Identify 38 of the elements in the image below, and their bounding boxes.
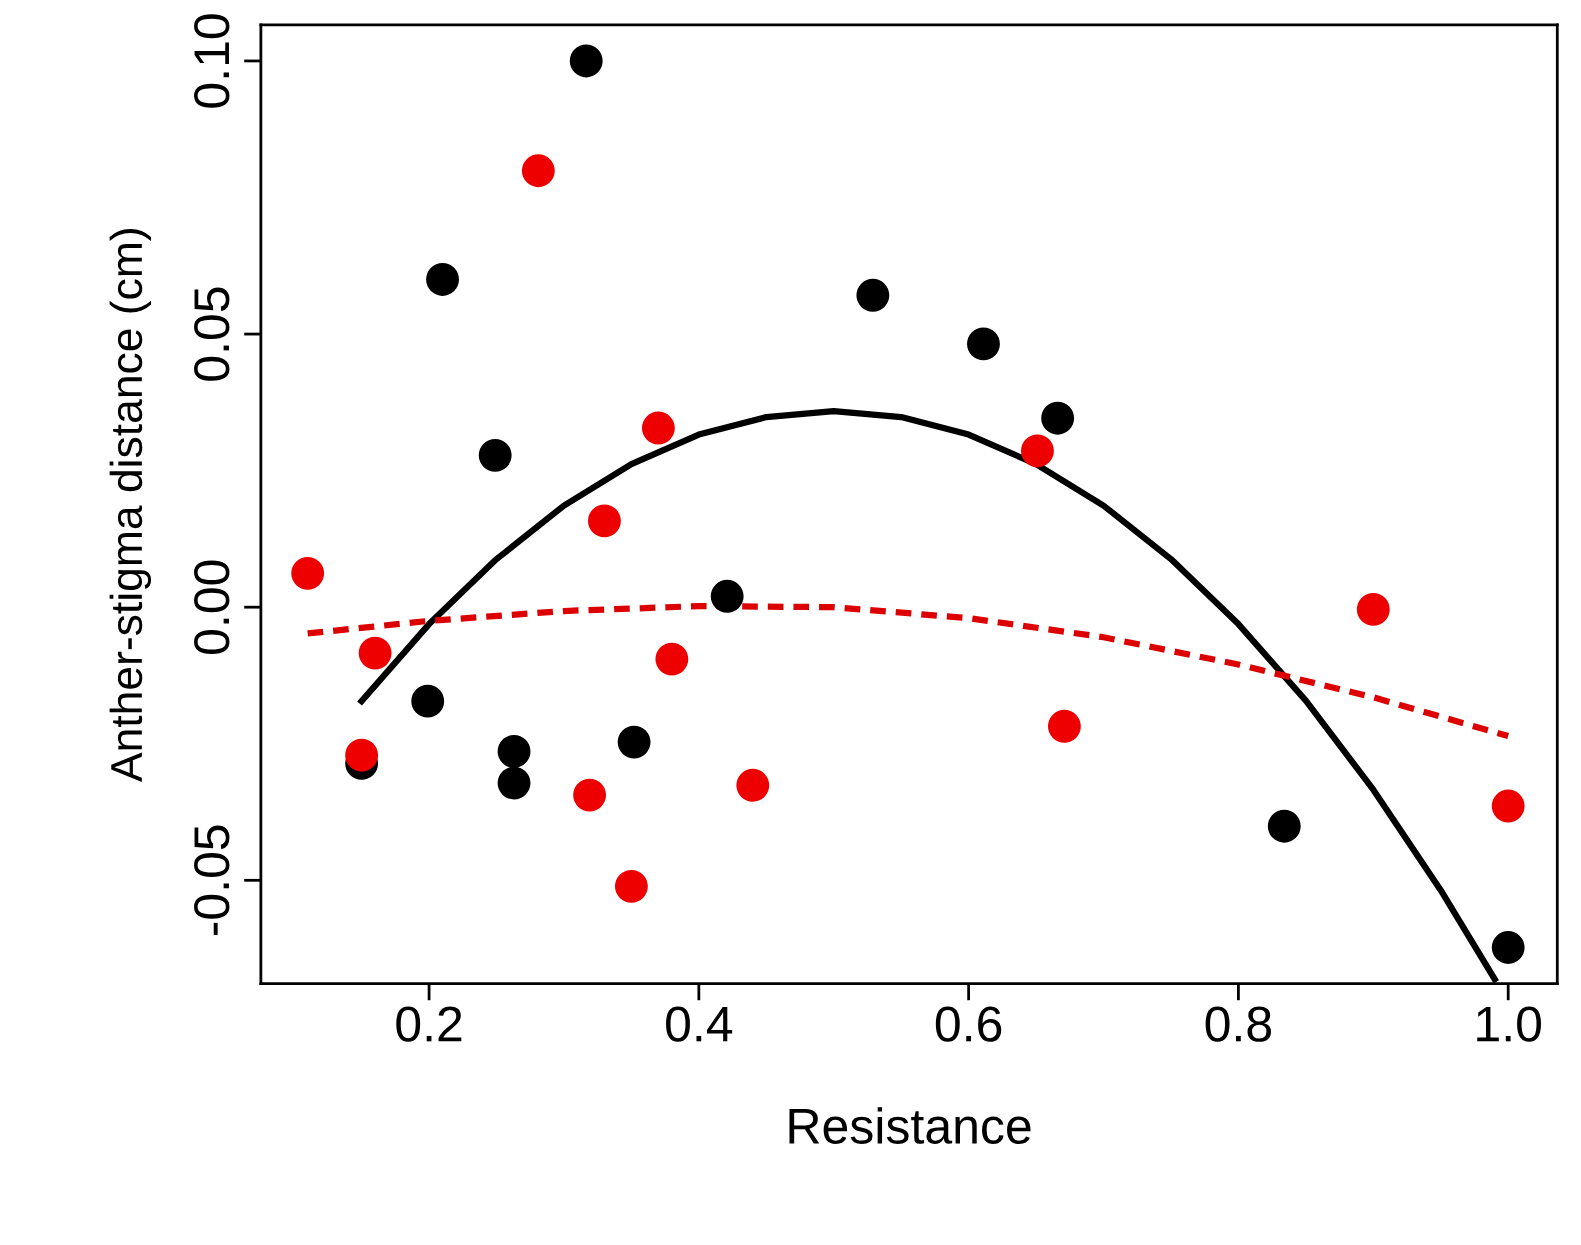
y-tick-label: 0.10 <box>194 14 230 108</box>
point <box>587 504 621 538</box>
x-tick-label: 0.8 <box>1205 1006 1271 1042</box>
x-tick-label: 0.6 <box>935 1006 1002 1042</box>
point <box>1020 434 1054 468</box>
point <box>736 768 770 802</box>
point <box>655 642 689 676</box>
point <box>345 738 379 772</box>
point <box>291 556 325 590</box>
point <box>1267 809 1301 843</box>
point <box>1491 789 1525 823</box>
point <box>856 278 890 312</box>
point <box>573 778 607 812</box>
x-tick-label: 1.0 <box>1477 1006 1541 1042</box>
point <box>358 636 392 670</box>
point <box>1491 931 1525 964</box>
point <box>426 263 459 296</box>
point <box>710 579 744 613</box>
point <box>497 766 531 800</box>
point <box>569 44 603 78</box>
y-tick-label: -0.05 <box>194 825 230 936</box>
point <box>967 327 1000 361</box>
x-tick-label: 0.4 <box>666 1006 733 1042</box>
point <box>617 725 651 759</box>
y-tick-label: 0.05 <box>194 287 230 381</box>
point <box>1047 709 1081 743</box>
point <box>411 684 445 718</box>
point <box>521 154 555 188</box>
point <box>614 869 648 903</box>
point <box>1356 592 1390 626</box>
x-tick-label: 0.2 <box>396 1006 462 1042</box>
x-axis-title: Resistance <box>789 1107 1031 1144</box>
point <box>497 734 531 768</box>
y-tick-label: 0.00 <box>194 560 230 654</box>
point <box>641 411 675 445</box>
point <box>1041 401 1075 435</box>
point <box>478 438 512 472</box>
y-axis-title: Anther-stigma distance (cm) <box>109 229 152 782</box>
